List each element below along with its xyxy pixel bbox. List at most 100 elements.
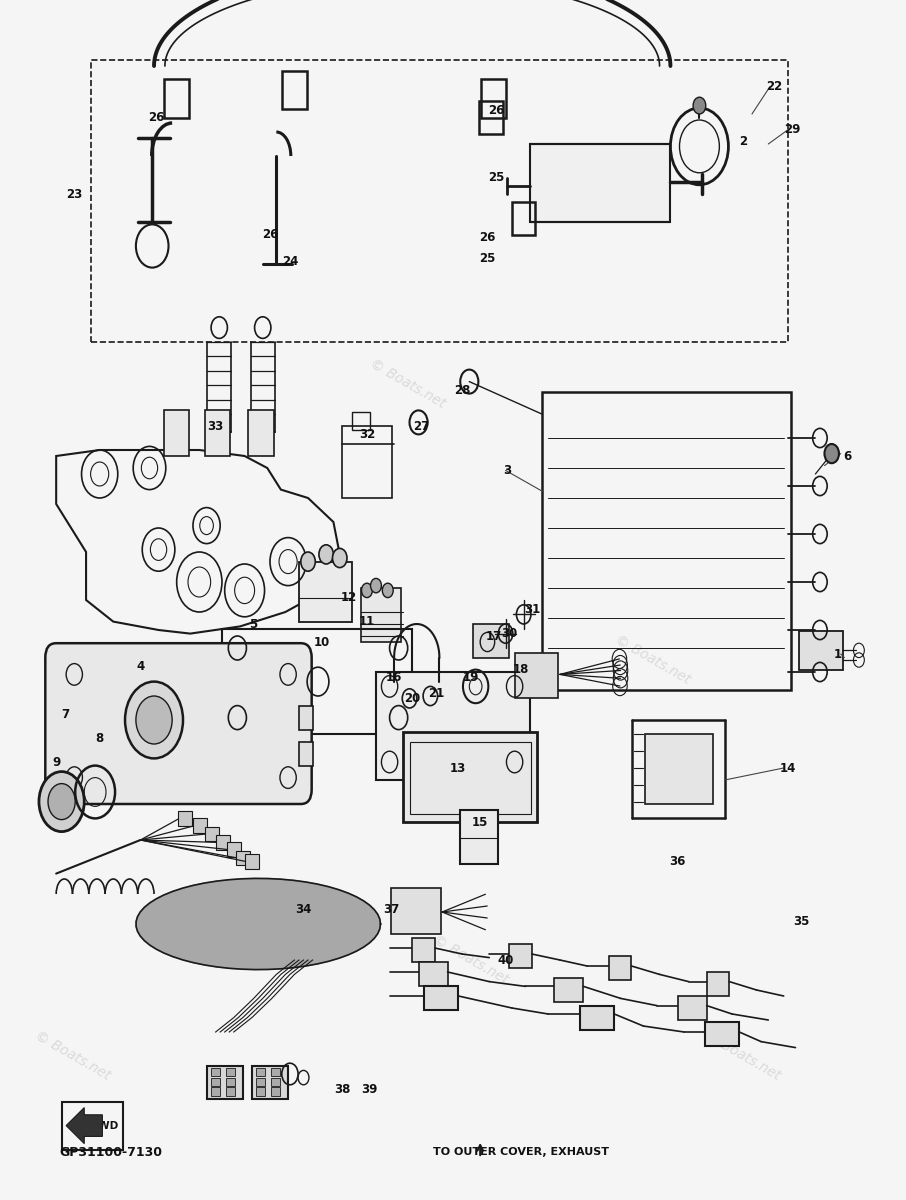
- Text: 35: 35: [794, 916, 810, 928]
- Bar: [376, 672, 530, 780]
- Text: 26: 26: [479, 232, 496, 244]
- Text: © Boats.net: © Boats.net: [69, 668, 149, 724]
- Bar: [707, 972, 729, 996]
- Bar: [609, 956, 631, 980]
- Text: 39: 39: [361, 1084, 378, 1096]
- Bar: [678, 996, 707, 1020]
- Text: 29: 29: [785, 124, 801, 136]
- Text: 18: 18: [513, 664, 529, 676]
- Circle shape: [361, 583, 372, 598]
- Bar: [271, 1078, 280, 1086]
- Bar: [645, 734, 713, 804]
- FancyBboxPatch shape: [45, 643, 312, 804]
- Bar: [419, 962, 448, 986]
- Bar: [91, 60, 788, 342]
- Bar: [252, 1066, 288, 1099]
- Bar: [412, 938, 435, 962]
- Circle shape: [371, 578, 381, 593]
- Text: 30: 30: [501, 628, 517, 640]
- Bar: [403, 732, 537, 822]
- Bar: [205, 827, 219, 841]
- Text: 2: 2: [739, 136, 747, 148]
- FancyArrow shape: [66, 1108, 102, 1144]
- Text: 19: 19: [463, 672, 479, 684]
- Bar: [352, 412, 370, 430]
- Text: 33: 33: [207, 420, 224, 432]
- Bar: [530, 144, 670, 222]
- Text: 32: 32: [359, 428, 375, 440]
- Text: 5: 5: [249, 618, 258, 630]
- Text: 26: 26: [262, 228, 278, 240]
- Bar: [245, 854, 259, 869]
- Text: 11: 11: [359, 616, 375, 628]
- Bar: [542, 392, 791, 690]
- Circle shape: [319, 545, 333, 564]
- Text: © Boats.net: © Boats.net: [431, 932, 511, 988]
- Bar: [248, 410, 274, 456]
- Bar: [178, 811, 192, 826]
- Bar: [410, 742, 531, 814]
- Bar: [424, 986, 458, 1010]
- Bar: [226, 1078, 235, 1086]
- Text: 27: 27: [413, 420, 429, 432]
- Text: 34: 34: [295, 904, 312, 916]
- Text: 8: 8: [95, 732, 104, 744]
- Text: 25: 25: [479, 252, 496, 264]
- Text: 14: 14: [780, 762, 796, 774]
- Bar: [705, 1022, 739, 1046]
- Text: 7: 7: [62, 708, 69, 720]
- Bar: [342, 426, 392, 498]
- Bar: [226, 1087, 235, 1096]
- Bar: [481, 79, 506, 118]
- Circle shape: [333, 548, 347, 568]
- Text: 37: 37: [383, 904, 400, 916]
- Text: 26: 26: [488, 104, 505, 116]
- Bar: [473, 624, 509, 658]
- Text: 28: 28: [454, 384, 470, 396]
- Text: 21: 21: [429, 688, 445, 700]
- Bar: [479, 101, 503, 134]
- Bar: [799, 631, 843, 670]
- Text: 15: 15: [472, 816, 488, 828]
- Text: 17: 17: [486, 630, 502, 642]
- Text: 9: 9: [52, 756, 61, 768]
- Bar: [515, 653, 558, 698]
- Text: 26: 26: [148, 112, 164, 124]
- Bar: [211, 1078, 220, 1086]
- Bar: [391, 888, 441, 934]
- Bar: [205, 410, 230, 456]
- Text: 25: 25: [488, 172, 505, 184]
- Text: 22: 22: [766, 80, 783, 92]
- Text: 31: 31: [525, 604, 541, 616]
- Text: © Boats.net: © Boats.net: [368, 356, 448, 412]
- Bar: [216, 835, 230, 850]
- Bar: [211, 1068, 220, 1076]
- Bar: [299, 742, 313, 766]
- Text: 3: 3: [504, 464, 511, 476]
- Bar: [512, 202, 535, 235]
- Circle shape: [824, 444, 839, 463]
- Text: 1: 1: [834, 648, 842, 660]
- Bar: [226, 842, 241, 857]
- Text: 13: 13: [449, 762, 466, 774]
- Bar: [271, 1068, 280, 1076]
- Text: 20: 20: [404, 692, 420, 704]
- Bar: [299, 706, 313, 730]
- Text: 4: 4: [136, 660, 145, 672]
- Bar: [361, 588, 401, 642]
- Circle shape: [693, 97, 706, 114]
- Bar: [211, 1087, 220, 1096]
- Bar: [299, 562, 352, 622]
- Bar: [193, 818, 207, 833]
- Bar: [226, 1068, 235, 1076]
- Text: 38: 38: [334, 1084, 351, 1096]
- Text: © Boats.net: © Boats.net: [703, 1028, 783, 1084]
- Bar: [256, 1068, 265, 1076]
- Text: 24: 24: [282, 256, 298, 268]
- Circle shape: [48, 784, 75, 820]
- Bar: [554, 978, 583, 1002]
- Text: 23: 23: [66, 188, 82, 200]
- Bar: [256, 1078, 265, 1086]
- Text: 16: 16: [386, 672, 402, 684]
- Bar: [236, 851, 250, 865]
